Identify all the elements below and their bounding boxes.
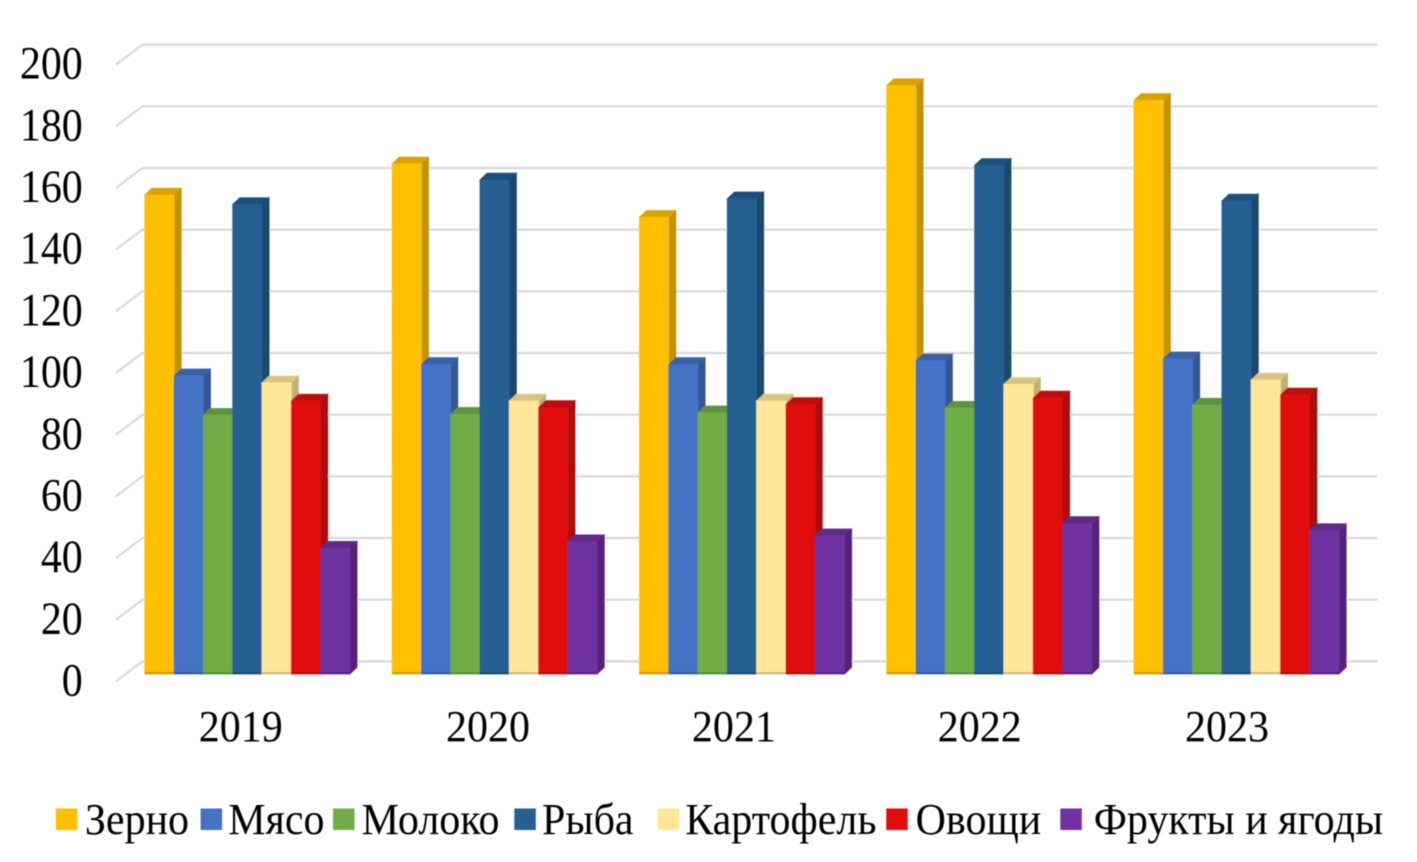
svg-text:0: 0	[62, 655, 83, 706]
svg-text:200: 200	[20, 38, 83, 89]
svg-text:60: 60	[41, 470, 83, 521]
svg-text:20: 20	[41, 593, 83, 644]
svg-text:Рыба: Рыба	[542, 795, 634, 845]
svg-text:140: 140	[20, 223, 83, 274]
svg-text:Овощи: Овощи	[916, 795, 1042, 845]
svg-text:160: 160	[20, 161, 83, 212]
svg-text:2019: 2019	[199, 702, 283, 752]
svg-text:180: 180	[20, 100, 83, 151]
svg-text:2023: 2023	[1185, 702, 1269, 752]
svg-text:100: 100	[20, 346, 83, 397]
svg-text:2022: 2022	[938, 702, 1022, 752]
svg-text:Фрукты и ягоды: Фрукты и ягоды	[1094, 795, 1383, 845]
svg-text:120: 120	[20, 285, 83, 336]
svg-text:80: 80	[41, 408, 83, 459]
svg-text:40: 40	[41, 531, 83, 582]
svg-text:Картофель: Картофель	[685, 795, 876, 845]
svg-text:Зерно: Зерно	[85, 795, 189, 845]
svg-text:2021: 2021	[692, 702, 776, 752]
svg-text:Мясо: Мясо	[228, 795, 324, 845]
svg-text:Молоко: Молоко	[362, 795, 500, 845]
svg-text:2020: 2020	[446, 702, 530, 752]
